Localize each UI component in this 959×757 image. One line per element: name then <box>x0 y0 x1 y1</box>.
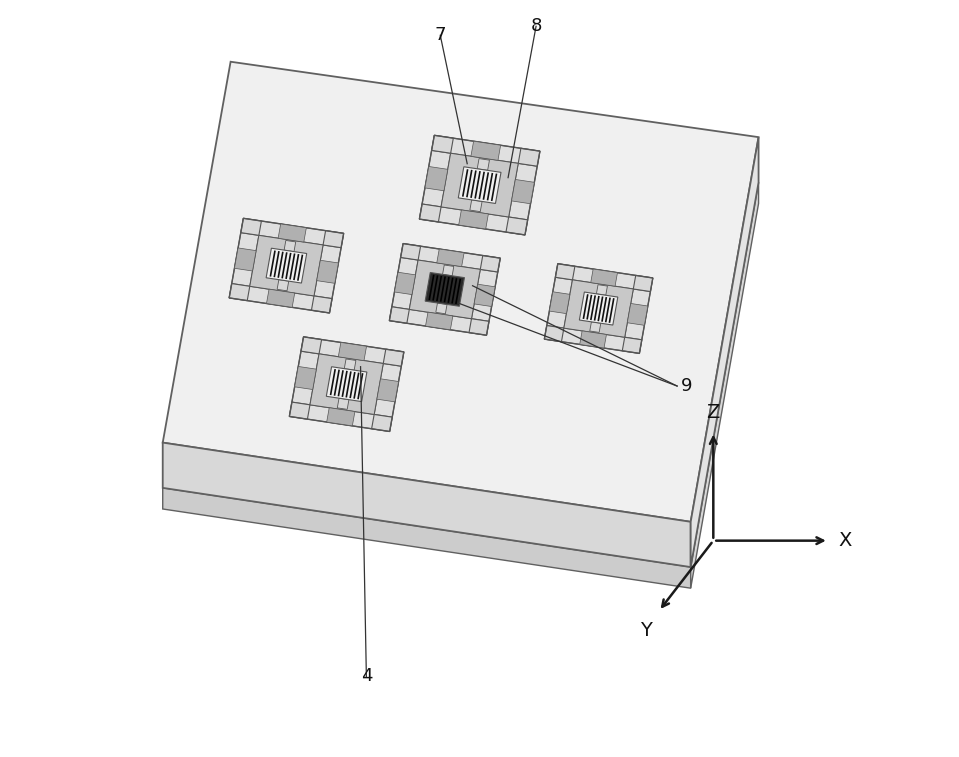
Polygon shape <box>435 303 447 314</box>
Polygon shape <box>469 319 489 335</box>
Polygon shape <box>545 326 564 341</box>
Text: 7: 7 <box>434 26 446 45</box>
Text: Y: Y <box>641 621 652 640</box>
Polygon shape <box>590 322 600 332</box>
Polygon shape <box>471 142 501 160</box>
Polygon shape <box>426 312 453 330</box>
Polygon shape <box>419 204 527 235</box>
Polygon shape <box>241 218 262 235</box>
Polygon shape <box>458 210 488 229</box>
Polygon shape <box>591 269 618 286</box>
Polygon shape <box>163 107 759 567</box>
Polygon shape <box>690 182 759 588</box>
Polygon shape <box>633 276 653 291</box>
Polygon shape <box>458 167 501 204</box>
Polygon shape <box>163 443 690 567</box>
Polygon shape <box>579 331 606 348</box>
Polygon shape <box>508 164 537 220</box>
Polygon shape <box>392 257 418 310</box>
Polygon shape <box>506 217 527 235</box>
Polygon shape <box>371 414 392 431</box>
Polygon shape <box>290 402 392 431</box>
Polygon shape <box>480 256 501 272</box>
Polygon shape <box>310 354 384 414</box>
Polygon shape <box>472 269 498 321</box>
Polygon shape <box>377 378 399 402</box>
Polygon shape <box>267 248 307 283</box>
Polygon shape <box>294 366 316 390</box>
Polygon shape <box>323 231 343 248</box>
Polygon shape <box>374 363 401 417</box>
Polygon shape <box>425 273 464 307</box>
Polygon shape <box>292 351 319 405</box>
Polygon shape <box>326 366 367 401</box>
Polygon shape <box>596 285 607 295</box>
Polygon shape <box>422 151 451 207</box>
Polygon shape <box>401 244 421 260</box>
Polygon shape <box>564 280 633 337</box>
Polygon shape <box>441 153 518 217</box>
Text: 4: 4 <box>361 668 372 685</box>
Polygon shape <box>229 284 332 313</box>
Polygon shape <box>267 289 294 307</box>
Polygon shape <box>622 337 642 354</box>
Text: X: X <box>838 531 852 550</box>
Polygon shape <box>425 167 448 191</box>
Polygon shape <box>163 488 690 588</box>
Polygon shape <box>478 159 489 170</box>
Polygon shape <box>301 337 404 366</box>
Polygon shape <box>579 292 618 325</box>
Text: Z: Z <box>707 403 720 422</box>
Polygon shape <box>624 289 650 340</box>
Polygon shape <box>389 307 409 323</box>
Polygon shape <box>277 279 289 291</box>
Polygon shape <box>249 235 323 296</box>
Polygon shape <box>338 398 349 410</box>
Polygon shape <box>316 260 339 283</box>
Polygon shape <box>278 224 306 242</box>
Polygon shape <box>301 337 321 354</box>
Polygon shape <box>384 349 404 366</box>
Text: 9: 9 <box>680 377 691 395</box>
Polygon shape <box>432 136 540 167</box>
Polygon shape <box>432 136 454 153</box>
Polygon shape <box>442 265 454 276</box>
Polygon shape <box>555 263 653 291</box>
Polygon shape <box>327 408 355 426</box>
Polygon shape <box>339 342 366 360</box>
Polygon shape <box>511 179 534 204</box>
Polygon shape <box>690 137 759 567</box>
Polygon shape <box>470 200 482 212</box>
Polygon shape <box>409 260 480 319</box>
Polygon shape <box>312 296 332 313</box>
Polygon shape <box>550 291 570 313</box>
Polygon shape <box>419 204 441 222</box>
Polygon shape <box>344 359 356 370</box>
Text: 8: 8 <box>530 17 542 36</box>
Polygon shape <box>284 241 295 251</box>
Polygon shape <box>163 62 759 522</box>
Polygon shape <box>394 273 415 294</box>
Polygon shape <box>474 284 495 307</box>
Polygon shape <box>234 248 256 271</box>
Polygon shape <box>241 218 343 248</box>
Polygon shape <box>547 277 573 328</box>
Polygon shape <box>232 232 259 286</box>
Polygon shape <box>314 245 341 298</box>
Polygon shape <box>518 148 540 167</box>
Polygon shape <box>545 326 642 354</box>
Polygon shape <box>389 307 489 335</box>
Polygon shape <box>401 244 501 272</box>
Polygon shape <box>555 263 574 280</box>
Polygon shape <box>627 304 648 326</box>
Polygon shape <box>436 249 464 266</box>
Polygon shape <box>290 402 310 419</box>
Polygon shape <box>229 284 249 301</box>
